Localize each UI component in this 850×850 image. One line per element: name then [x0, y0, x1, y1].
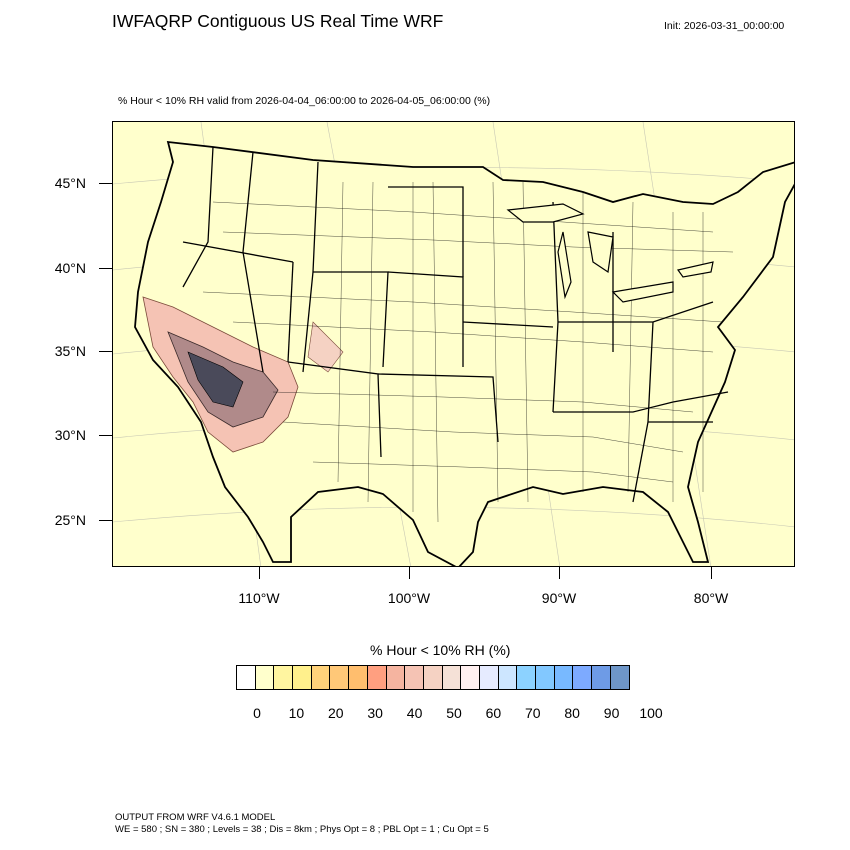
colorbar-tick-label: 60	[485, 705, 502, 721]
lat-label-25: 25°N	[54, 512, 86, 528]
lon-label-80: 80°W	[693, 590, 729, 606]
colorbar-swatch	[293, 666, 312, 689]
lat-label-40: 40°N	[54, 260, 86, 276]
lon-label-90: 90°W	[541, 590, 577, 606]
colorbar-tick-label: 80	[564, 705, 580, 721]
colorbar-swatch	[554, 666, 574, 689]
colorbar-swatch	[237, 666, 256, 689]
colorbar-swatch	[610, 666, 630, 689]
colorbar-swatch	[592, 666, 611, 689]
colorbar-tick-label: 20	[328, 705, 344, 721]
colorbar-swatch	[367, 666, 387, 689]
colorbar-swatch	[498, 666, 518, 689]
lon-tick-80	[711, 567, 712, 579]
colorbar-tick-label: 90	[603, 705, 620, 721]
colorbar-swatch	[255, 666, 275, 689]
colorbar-swatch	[330, 666, 350, 689]
lat-label-45: 45°N	[54, 175, 86, 191]
colorbar-swatch	[349, 666, 368, 689]
footer-model-line: OUTPUT FROM WRF V4.6.1 MODEL	[115, 812, 276, 823]
lat-label-30: 30°N	[54, 427, 86, 443]
colorbar-tick-label: 70	[525, 705, 541, 721]
state-boundaries	[182, 146, 729, 503]
lat-tick-35	[99, 351, 112, 352]
conus-outline	[134, 140, 794, 566]
lon-tick-90	[559, 567, 560, 579]
colorbar-swatch	[442, 666, 462, 689]
colorbar-swatch	[423, 666, 443, 689]
colorbar-swatch	[517, 666, 536, 689]
colorbar-tick-label: 40	[406, 705, 423, 721]
lat-tick-25	[99, 520, 112, 521]
map-frame	[112, 121, 795, 567]
rh-shading	[142, 296, 344, 453]
us-map	[113, 122, 794, 566]
colorbar-tick-label: 100	[639, 705, 663, 721]
init-time-label: Init: 2026-03-31_00:00:00	[664, 20, 785, 32]
lat-tick-30	[99, 435, 112, 436]
colorbar-swatch	[573, 666, 593, 689]
colorbar	[236, 665, 631, 690]
county-boundaries	[202, 181, 734, 523]
colorbar-swatch	[536, 666, 555, 689]
lat-tick-40	[99, 268, 112, 269]
lat-tick-45	[99, 183, 112, 184]
colorbar-title: % Hour < 10% RH (%)	[370, 642, 511, 658]
great-lakes	[506, 203, 714, 303]
colorbar-tick-label: 30	[367, 705, 383, 721]
footer-config-line: WE = 580 ; SN = 380 ; Levels = 38 ; Dis …	[115, 824, 489, 835]
colorbar-swatch	[405, 666, 424, 689]
lon-label-100: 100°W	[387, 590, 431, 606]
colorbar-swatch	[274, 666, 294, 689]
lon-label-110: 110°W	[238, 590, 280, 606]
map-subtitle: % Hour < 10% RH valid from 2026-04-04_06…	[118, 95, 491, 107]
colorbar-tick-label: 0	[253, 705, 261, 721]
colorbar-swatch	[311, 666, 331, 689]
lon-tick-110	[259, 567, 260, 579]
colorbar-tick-label: 10	[288, 705, 305, 721]
colorbar-swatch	[479, 666, 499, 689]
lon-tick-100	[409, 567, 410, 579]
colorbar-tick-label: 50	[446, 705, 462, 721]
main-title: IWFAQRP Contiguous US Real Time WRF	[112, 11, 444, 31]
lat-label-35: 35°N	[54, 343, 86, 359]
colorbar-swatch	[386, 666, 406, 689]
colorbar-swatch	[461, 666, 480, 689]
